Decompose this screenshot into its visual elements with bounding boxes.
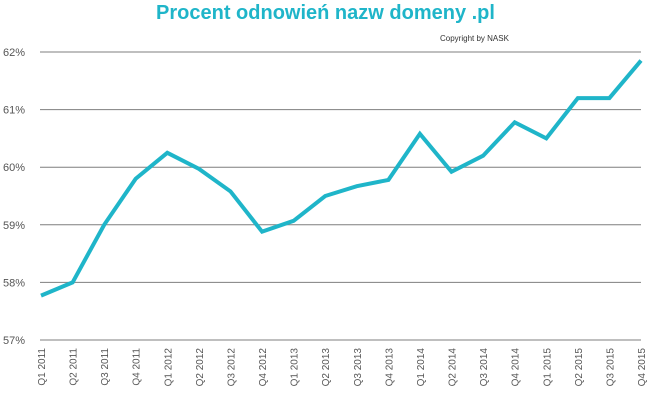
x-tick-label: Q3 2011: [100, 348, 111, 386]
y-tick-label: 59%: [3, 220, 25, 232]
x-tick-label: Q2 2015: [574, 348, 585, 387]
x-tick-label: Q2 2011: [69, 348, 80, 386]
x-tick-label: Q2 2013: [321, 348, 332, 387]
series-line: [40, 59, 643, 298]
y-tick-label: 62%: [3, 47, 25, 59]
x-tick-label: Q4 2012: [258, 348, 269, 387]
x-tick-label: Q4 2011: [132, 348, 143, 386]
chart-title: Procent odnowień nazw domeny .pl: [156, 2, 495, 24]
x-tick-label: Q1 2012: [163, 348, 174, 387]
x-tick-label: Q2 2014: [448, 348, 459, 387]
y-tick-label: 58%: [3, 277, 25, 289]
x-tick-label: Q3 2015: [605, 348, 616, 387]
y-tick-label: 57%: [3, 335, 25, 347]
x-tick-label: Q1 2011: [37, 348, 48, 386]
copyright-note: Copyright by NASK: [440, 34, 509, 43]
x-tick-label: Q1 2015: [542, 348, 553, 387]
y-tick-label: 60%: [3, 162, 25, 174]
y-tick-label: 61%: [3, 105, 25, 117]
x-tick-label: Q4 2015: [637, 348, 648, 387]
x-tick-label: Q1 2014: [416, 348, 427, 387]
x-tick-label: Q1 2013: [290, 348, 301, 387]
x-tick-label: Q3 2014: [479, 348, 490, 387]
x-tick-label: Q2 2012: [195, 348, 206, 387]
x-tick-label: Q3 2012: [226, 348, 237, 387]
x-tick-label: Q4 2014: [511, 348, 522, 387]
x-tick-label: Q4 2013: [384, 348, 395, 387]
x-tick-label: Q3 2013: [353, 348, 364, 387]
